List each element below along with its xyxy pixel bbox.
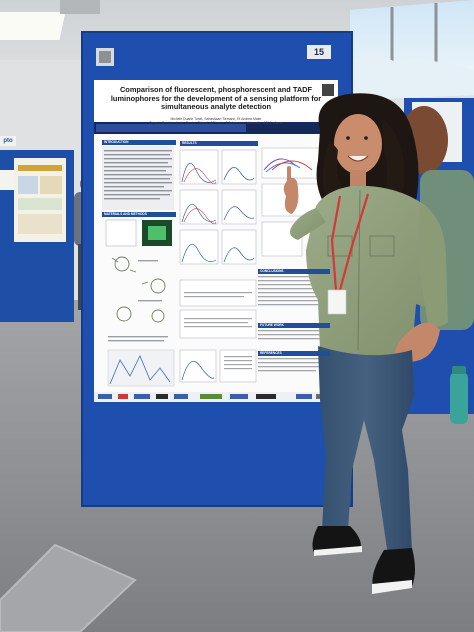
poster-title: Comparison of fluorescent, phosphorescen… [110, 85, 322, 112]
board-number: 15 [307, 45, 331, 59]
poster-title-band [94, 80, 338, 120]
poster-authors: Michele Duarte Tonet, Sebastiaan Tiemann… [104, 117, 328, 125]
section-results: RESULTS [180, 141, 258, 146]
presenter [283, 93, 448, 594]
section-references: REFERENCES [258, 351, 330, 356]
section-future-work: FUTURE WORK [258, 323, 330, 328]
poster-left-column [102, 146, 175, 387]
section-conclusions: CONCLUSIONS [258, 269, 330, 274]
ceiling-vent [60, 0, 100, 14]
poster-middle-column [179, 149, 257, 383]
poster-affiliation: Organic Semiconductor Centre, School of … [149, 121, 283, 126]
side-board-sign: pto [0, 136, 16, 146]
ceiling-light [0, 12, 66, 40]
floor-panel [0, 543, 137, 632]
poster-author-line: Michele Duarte Tonet, Sebastiaan Tiemann… [170, 117, 262, 121]
water-bottle [450, 372, 468, 424]
section-materials-methods: MATERIALS AND METHODS [102, 212, 176, 217]
section-introduction: INTRODUCTION [102, 140, 176, 145]
